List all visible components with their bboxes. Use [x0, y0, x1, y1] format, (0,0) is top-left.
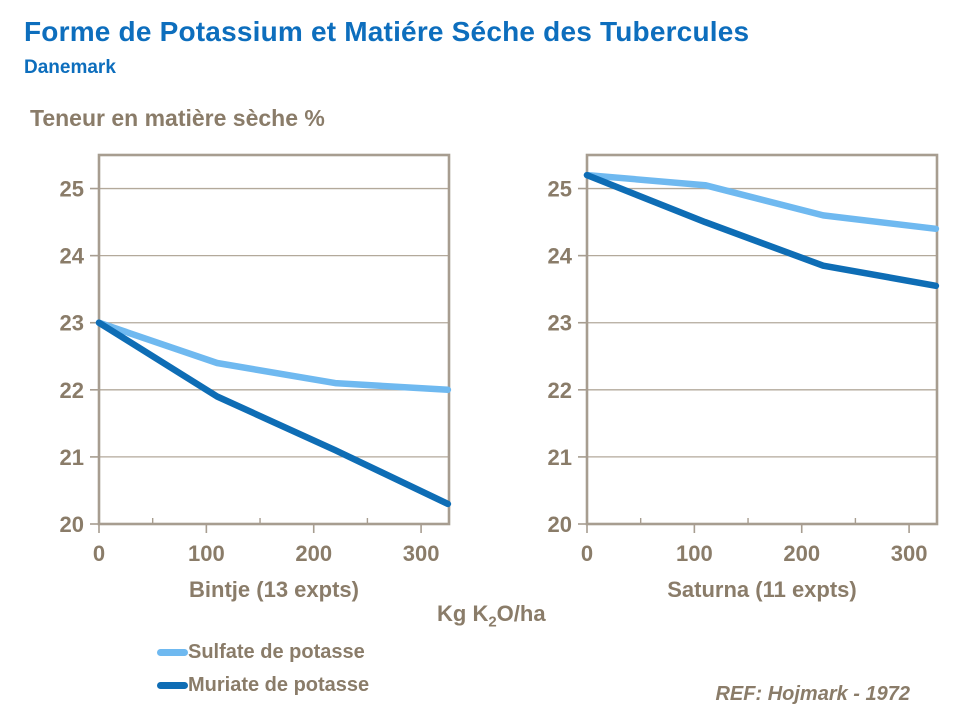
bintje-chart: 20 21 22 23 24 25 0 100 200 300 Bintje (13 expts)	[60, 153, 452, 602]
x-tick-label: 300	[403, 541, 440, 566]
legend-label-muriate: Muriate de potasse	[188, 674, 370, 696]
legend-label-sulfate: Sulfate de potasse	[188, 641, 365, 663]
y-tick-label: 21	[60, 445, 84, 470]
series-line-muriate-de-potasse	[95, 319, 452, 508]
x-tick-label: 100	[676, 541, 713, 566]
page-title: Forme de Potassium et Matiére Séche des …	[24, 16, 750, 47]
series-line-sulfate-de-potasse	[95, 319, 452, 394]
series-line-sulfate-de-potasse	[583, 171, 940, 233]
y-tick-label: 21	[548, 445, 572, 470]
x-tick-label: 0	[93, 541, 105, 566]
legend-item-sulfate: Sulfate de potasse	[157, 642, 369, 662]
legend-item-muriate: Muriate de potasse	[157, 675, 369, 695]
y-tick-label: 24	[60, 244, 85, 269]
muriate-line-swatch-icon	[157, 681, 188, 689]
y-tick-label: 22	[548, 378, 572, 403]
reference-text: REF: Hojmark - 1972	[715, 683, 910, 705]
chart-title: Bintje (13 expts)	[189, 577, 359, 602]
sulfate-line-swatch-icon	[157, 648, 188, 656]
y-tick-label: 23	[548, 311, 572, 336]
y-tick-label: 25	[60, 177, 84, 202]
y-tick-label: 23	[60, 311, 84, 336]
legend: Sulfate de potasse Muriate de potasse	[157, 642, 369, 695]
y-tick-label: 20	[60, 512, 84, 537]
x-tick-label: 100	[188, 541, 225, 566]
y-tick-label: 20	[548, 512, 572, 537]
x-tick-label: 200	[783, 541, 820, 566]
y-tick-label: 25	[548, 177, 572, 202]
x-tick-label: 200	[295, 541, 332, 566]
plot-frame	[97, 153, 451, 526]
y-axis-title: Teneur en matière sèche %	[30, 105, 325, 131]
y-tick-label: 22	[60, 378, 84, 403]
x-axis-title: Kg K2O/ha	[437, 601, 546, 630]
x-tick-label: 0	[581, 541, 593, 566]
page-subtitle: Danemark	[24, 57, 116, 78]
x-tick-label: 300	[891, 541, 928, 566]
x-axis-title-sub: 2	[488, 613, 497, 631]
series-line-muriate-de-potasse	[583, 171, 940, 290]
plot-frame	[585, 153, 939, 526]
saturna-chart: 20 21 22 23 24 25 0 100 200 300 Saturna (11 expts)	[548, 153, 940, 602]
y-tick-label: 24	[548, 244, 573, 269]
chart-title: Saturna (11 expts)	[667, 577, 857, 602]
x-axis-title-pre: Kg K	[437, 601, 489, 626]
x-axis-title-post: O/ha	[496, 601, 546, 626]
